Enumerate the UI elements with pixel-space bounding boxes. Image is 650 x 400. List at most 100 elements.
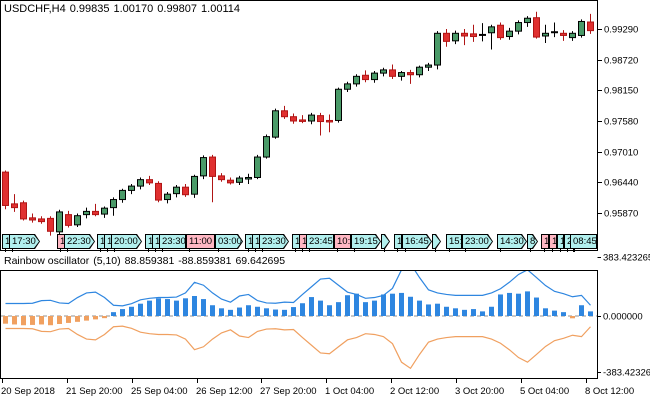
event-tag-label: 1	[558, 235, 563, 248]
event-tag[interactable]: 1	[557, 234, 564, 249]
event-tag[interactable]	[381, 234, 390, 249]
event-tag[interactable]: 14:30	[497, 234, 527, 249]
svg-text:0.96440: 0.96440	[604, 178, 638, 189]
event-tag[interactable]: 17:30	[9, 234, 40, 249]
low-value: 0.99807	[157, 3, 198, 15]
event-tag[interactable]: 23:30	[259, 234, 289, 249]
event-tag[interactable]	[432, 234, 441, 249]
event-tag[interactable]: 8	[527, 234, 538, 249]
svg-text:8 Oct 12:00: 8 Oct 12:00	[585, 386, 634, 397]
event-tag[interactable]: 20:00	[111, 234, 142, 249]
event-tag-label: 1	[253, 235, 259, 248]
event-tag[interactable]: 11:00	[186, 234, 215, 249]
indicator-value-1: 88.859381	[124, 255, 175, 267]
svg-text:0.98720: 0.98720	[604, 56, 638, 67]
event-tag[interactable]: 03:00	[215, 234, 243, 249]
time-axis[interactable]: 20 Sep 2018 21 Sep 20:00 25 Sep 04:00 26 Se…	[1, 378, 634, 398]
event-tag-label: 1	[98, 235, 104, 248]
svg-text:0.97010: 0.97010	[604, 148, 638, 159]
event-tag-label: 17:30	[10, 235, 39, 248]
svg-text:0.98150: 0.98150	[604, 86, 638, 97]
event-tag[interactable]: 08:45	[570, 234, 597, 249]
event-tag[interactable]: 1	[292, 234, 300, 249]
chart-title: USDCHF,H4 0.99835 1.00170 0.99807 1.00114	[4, 3, 244, 15]
event-tag-label: 08:45	[571, 235, 596, 248]
svg-text:3 Oct 20:00: 3 Oct 20:00	[455, 386, 504, 397]
event-tag[interactable]: 23:00	[462, 234, 493, 249]
svg-text:0.95870: 0.95870	[604, 209, 638, 220]
event-tag-label: 23:30	[260, 235, 288, 248]
event-tag-label: 2	[565, 235, 570, 248]
event-tag[interactable]: 1	[245, 234, 253, 249]
event-tag-label: 23:00	[463, 235, 492, 248]
high-value: 1.00170	[113, 3, 154, 15]
event-tag-label: 1	[3, 235, 9, 248]
candlesticks	[2, 11, 594, 236]
event-tag-label: 1	[395, 235, 401, 248]
svg-text:0.97580: 0.97580	[604, 117, 638, 128]
svg-text:0.000000: 0.000000	[603, 312, 643, 323]
event-tag-label: 16:45	[403, 235, 431, 248]
svg-text:20 Sep 2018: 20 Sep 2018	[1, 386, 55, 397]
event-tag[interactable]: 22:30	[64, 234, 95, 249]
svg-text:21 Sep 20:00: 21 Sep 20:00	[66, 386, 123, 397]
event-tag-label: 19:15	[352, 235, 380, 248]
event-tag[interactable]: 1	[145, 234, 153, 249]
event-tag-label: 1	[58, 235, 64, 248]
event-tag[interactable]: 1	[394, 234, 402, 249]
event-tag[interactable]: 1	[104, 234, 112, 249]
indicator-title: Rainbow oscillator (5,10) 88.859381 -88.859…	[4, 255, 289, 267]
event-tag[interactable]: 1	[2, 234, 10, 249]
event-tag[interactable]: 23:30	[159, 234, 186, 249]
event-tag-label: 1	[246, 235, 252, 248]
oscillator	[1, 271, 597, 370]
event-tag-label: 10:	[335, 235, 350, 248]
event-tag[interactable]: 1	[549, 234, 557, 249]
event-tag-label: 8	[530, 236, 536, 247]
indicator-value-2: -88.859381	[178, 255, 232, 267]
event-tag[interactable]: 1	[57, 234, 65, 249]
event-tag[interactable]: 1	[252, 234, 260, 249]
symbol-period-label: USDCHF,H4	[4, 3, 66, 15]
svg-text:2 Oct 12:00: 2 Oct 12:00	[390, 386, 439, 397]
event-tag[interactable]: 10:	[334, 234, 351, 249]
event-tag[interactable]: 23:45	[306, 234, 334, 249]
svg-text:-383.423265: -383.423265	[603, 368, 650, 379]
pane-borders	[0, 0, 598, 379]
svg-text:0.99290: 0.99290	[604, 25, 638, 36]
event-tag[interactable]: 1	[152, 234, 160, 249]
svg-text:5 Oct 04:00: 5 Oct 04:00	[520, 386, 569, 397]
event-tag-label: 22:30	[65, 235, 94, 248]
event-tag[interactable]: 15:	[446, 234, 462, 249]
open-value: 0.99835	[69, 3, 110, 15]
event-tag-label: 1	[300, 235, 306, 248]
event-tag-label	[433, 235, 440, 248]
svg-text:27 Sep 20:00: 27 Sep 20:00	[260, 386, 317, 397]
svg-text:26 Sep 12:00: 26 Sep 12:00	[196, 386, 253, 397]
event-tag[interactable]: 16:45	[402, 234, 432, 249]
svg-text:1 Oct 04:00: 1 Oct 04:00	[325, 386, 374, 397]
event-tag-label: 1	[153, 235, 159, 248]
event-tag[interactable]: 1	[97, 234, 105, 249]
event-tag[interactable]: 2	[564, 234, 571, 249]
event-tag[interactable]: 1	[541, 234, 549, 249]
event-tag[interactable]: 19:15	[351, 234, 381, 249]
oscillator-axis[interactable]: 383.423265 0.000000 -383.423265	[597, 253, 650, 379]
svg-text:25 Sep 04:00: 25 Sep 04:00	[131, 386, 188, 397]
event-tag[interactable]: 1	[299, 234, 307, 249]
event-tag-label: 15:	[447, 235, 461, 248]
indicator-name: Rainbow oscillator	[4, 255, 90, 267]
oscillator-histogram	[3, 291, 593, 326]
close-value: 1.00114	[201, 3, 240, 15]
event-tag-label: 1	[293, 235, 299, 248]
event-tag-label: 20:00	[112, 235, 141, 248]
event-tag-label: 11:00	[187, 235, 214, 248]
indicator-value-3: 69.642695	[235, 255, 286, 267]
event-tag-label: 23:30	[160, 235, 185, 248]
oscillator-upper-line	[5, 271, 591, 307]
event-tag-label: 14:30	[498, 235, 526, 248]
price-axis[interactable]: 0.99290 0.98720 0.98150 0.97580 0.97010 0.964…	[597, 25, 639, 220]
